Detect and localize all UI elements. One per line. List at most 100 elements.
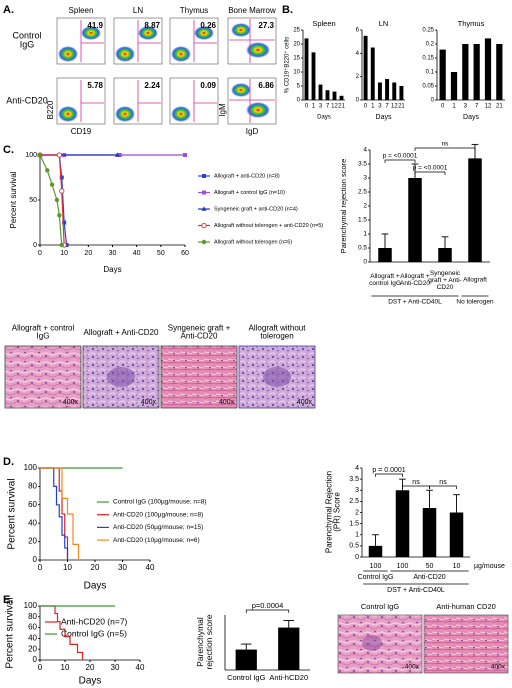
annotation: p = 0.0001 — [372, 467, 405, 474]
legend-label: Allograft + control IgG (n=10) — [214, 190, 285, 196]
x-tick-label: 30 — [111, 663, 120, 672]
cell-cloud — [246, 42, 270, 58]
bracket — [414, 147, 476, 151]
flow-group: Control IgG — [12, 30, 42, 50]
bar — [408, 178, 422, 262]
bar — [318, 84, 323, 100]
y-tick-label: 0.25 — [422, 28, 434, 34]
y-tick-label: 0 — [363, 259, 367, 266]
bar — [304, 38, 309, 100]
bar — [339, 95, 344, 100]
marker — [62, 220, 67, 225]
y-tick-label: 20 — [28, 537, 37, 546]
y-axis-label: % CD19⁺B220⁺ cells — [284, 37, 291, 93]
y-tick-label: 100 — [25, 152, 37, 159]
bar — [468, 158, 482, 262]
y-tick-label: 0 — [33, 555, 38, 564]
y-tick-label: 2 — [355, 509, 359, 516]
x-axis-label: Days — [376, 114, 392, 121]
x-tick-label: 0 — [441, 104, 445, 110]
flow-tissue: Thymus — [180, 6, 208, 15]
bar — [496, 44, 503, 100]
flow-percent: 8.87 — [144, 21, 160, 30]
cell-cloud — [171, 106, 191, 122]
x-tick-label: 7 — [326, 104, 330, 110]
x-tick-label: 0 — [305, 104, 309, 110]
y-tick-label: 1 — [363, 231, 367, 238]
x-tick-label: Allograft + Anti-CD20 — [400, 273, 430, 287]
y-tick-label: 5 — [297, 84, 301, 90]
y-axis-label: Parenchymal rejection score — [339, 158, 349, 254]
marker — [56, 152, 62, 158]
x-tick-label: Anti-hCD20 — [269, 673, 308, 682]
x-tick-label: 100 — [397, 563, 409, 570]
x-axis-label: Days — [463, 114, 479, 121]
y-tick-label: 0.5 — [358, 245, 367, 252]
gate — [137, 20, 161, 62]
y-tick-label: 0.05 — [422, 84, 434, 90]
x-axis-label: Days — [317, 115, 331, 121]
x-tick-label: 40 — [133, 250, 141, 257]
bar — [392, 82, 397, 100]
survival-line — [39, 154, 63, 246]
cell-cloud — [58, 46, 78, 62]
y-tick-label: 50 — [29, 197, 37, 204]
y-tick-label: 2 — [363, 203, 367, 210]
y-tick-label: 40 — [28, 634, 37, 643]
chart-title: LN — [379, 19, 389, 28]
gate — [80, 80, 104, 122]
flow-axis-label: IgM — [218, 103, 227, 117]
y-tick-label: 3.5 — [349, 476, 359, 483]
x-tick-label: 1 — [371, 104, 375, 110]
x-tick-label: 10 — [60, 250, 68, 257]
cell-cloud — [115, 46, 135, 62]
histology-caption: Allograft + Anti-CD20 — [83, 327, 159, 337]
annotation: p = <0.0001 — [413, 165, 448, 172]
magnification: 400x — [405, 664, 420, 671]
y-tick-label: 4 — [355, 465, 359, 472]
bar — [422, 508, 437, 557]
survival-line — [40, 467, 69, 560]
legend-label: Anti-CD20 (100µg/mouse; n=8) — [113, 511, 203, 518]
survival-line — [40, 605, 84, 660]
legend-label: Allograft without tolerogen + anti-CD20 … — [214, 223, 323, 229]
annotation: p=0.0004 — [252, 601, 284, 610]
x-tick-label: 20 — [91, 563, 100, 572]
histology-feature — [362, 635, 382, 651]
x-tick-label: Allograft — [463, 276, 487, 284]
y-tick-label: 2.5 — [358, 189, 367, 196]
magnification: 400x — [297, 399, 313, 406]
x-axis-label: Days — [103, 265, 121, 274]
legend-label: Anti-CD20 (50µg/mouse; n=15) — [113, 524, 203, 531]
x-tick-label: 30 — [118, 563, 127, 572]
x-tick-label: 12 — [331, 104, 338, 110]
y-tick-label: 80 — [28, 612, 37, 621]
magnification: 400x — [491, 664, 506, 671]
x-tick-label: Syngeneic graft + Anti-CD20 — [428, 269, 462, 291]
x-tick-label: 50 — [426, 563, 434, 570]
histology-caption: Allograft without tolerogen — [248, 323, 306, 341]
y-tick-label: 0 — [355, 554, 359, 561]
y-axis-label: Percent survival — [9, 171, 18, 228]
gate — [193, 20, 217, 62]
y-axis-label: Parenchymal Rejection (PR) Score — [324, 470, 342, 554]
x-tick-label: 100 — [370, 563, 382, 570]
y-tick-label: 0.15 — [422, 56, 434, 62]
cell-cloud — [81, 26, 101, 40]
bar — [450, 72, 458, 100]
x-tick-label: 1 — [452, 104, 456, 110]
bar — [311, 52, 316, 100]
bar — [377, 82, 382, 100]
x-tick-label: Control IgG — [227, 673, 266, 682]
y-tick-label: 20 — [28, 644, 37, 653]
flow-percent: 5.78 — [87, 81, 103, 90]
y-tick-label: 3.5 — [358, 161, 367, 168]
y-tick-label: 3 — [363, 175, 367, 182]
annotation: p = <0.0001 — [383, 153, 418, 160]
bar — [395, 490, 410, 557]
bracket — [245, 609, 290, 613]
bar — [235, 649, 257, 670]
y-tick-label: 80 — [28, 482, 37, 491]
x-tick-label: 3 — [378, 104, 382, 110]
